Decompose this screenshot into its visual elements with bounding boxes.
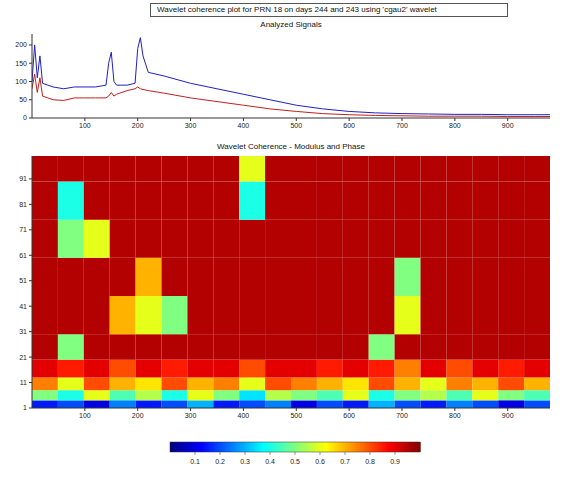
svg-text:800: 800 <box>449 412 461 419</box>
svg-text:11: 11 <box>20 379 27 386</box>
svg-text:61: 61 <box>19 252 27 259</box>
svg-text:0.7: 0.7 <box>340 458 350 465</box>
html-text:Wavelet coherence plot for PRN: Wavelet coherence plot for PRN 18 on day… <box>157 5 437 14</box>
svg-text:600: 600 <box>343 122 355 129</box>
svg-text:400: 400 <box>238 412 250 419</box>
svg-text:0.2: 0.2 <box>215 458 225 465</box>
svg-text:700: 700 <box>396 122 408 129</box>
svg-text:700: 700 <box>396 412 408 419</box>
svg-text:0.3: 0.3 <box>240 458 250 465</box>
svg-text:300: 300 <box>185 122 197 129</box>
svg-text:0.1: 0.1 <box>190 458 200 465</box>
svg-text:51: 51 <box>19 277 27 284</box>
svg-text:0.9: 0.9 <box>390 458 400 465</box>
svg-text:91: 91 <box>19 175 27 182</box>
html-text:Analyzed Signals: Analyzed Signals <box>260 20 322 29</box>
svg-text:500: 500 <box>290 412 302 419</box>
svg-text:150: 150 <box>15 60 27 67</box>
svg-text:81: 81 <box>19 201 27 208</box>
svg-text:0.5: 0.5 <box>290 458 300 465</box>
svg-text:100: 100 <box>79 412 91 419</box>
svg-text:800: 800 <box>449 122 461 129</box>
svg-text:71: 71 <box>19 226 27 233</box>
svg-text:0: 0 <box>23 114 27 121</box>
svg-text:0.8: 0.8 <box>365 458 375 465</box>
svg-text:500: 500 <box>290 122 302 129</box>
svg-text:100: 100 <box>79 122 91 129</box>
svg-text:100: 100 <box>15 78 27 85</box>
svg-text:900: 900 <box>502 122 514 129</box>
svg-text:200: 200 <box>15 41 27 48</box>
svg-text:41: 41 <box>19 303 27 310</box>
svg-text:200: 200 <box>132 122 144 129</box>
svg-text:0.4: 0.4 <box>265 458 275 465</box>
svg-text:0.6: 0.6 <box>315 458 325 465</box>
svg-text:200: 200 <box>132 412 144 419</box>
svg-text:600: 600 <box>343 412 355 419</box>
svg-text:50: 50 <box>19 96 27 103</box>
svg-text:900: 900 <box>502 412 514 419</box>
svg-text:300: 300 <box>185 412 197 419</box>
svg-text:31: 31 <box>19 328 27 335</box>
svg-text:400: 400 <box>238 122 250 129</box>
svg-text:1: 1 <box>23 404 27 411</box>
html-text:Wavelet Coherence - Modulus an: Wavelet Coherence - Modulus and Phase <box>217 142 365 151</box>
svg-text:21: 21 <box>19 354 27 361</box>
